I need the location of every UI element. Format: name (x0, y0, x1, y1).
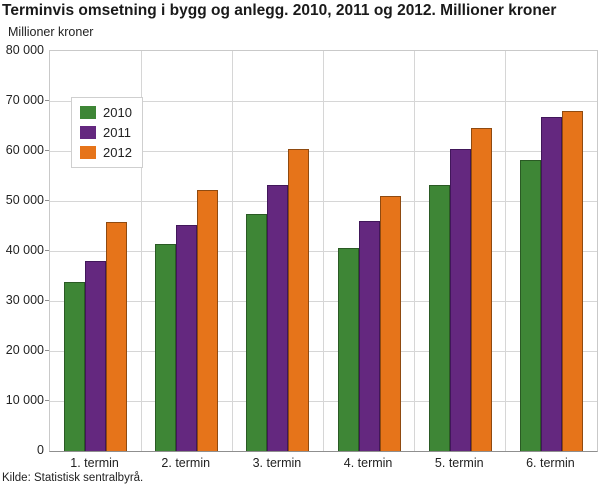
y-tick-mark (45, 150, 49, 151)
legend-swatch-icon (80, 146, 96, 159)
legend-swatch-icon (80, 106, 96, 119)
bar-group (506, 51, 597, 451)
bar-2011 (85, 261, 106, 451)
bar-2010 (519, 159, 541, 451)
chart-title: Terminvis omsetning i bygg og anlegg. 20… (2, 2, 557, 19)
legend-item-2010: 2010 (80, 106, 132, 119)
bar-2010 (337, 248, 359, 451)
legend-item-2011: 2011 (80, 126, 132, 139)
y-tick-label: 80 000 (5, 43, 44, 57)
y-tick-label: 20 000 (5, 343, 44, 357)
x-gridline (505, 51, 507, 451)
x-gridline (414, 51, 416, 451)
bar-group (324, 51, 415, 451)
x-gridline (231, 51, 233, 451)
y-tick-label: 50 000 (5, 193, 44, 207)
x-tick-label: 2. termin (161, 456, 211, 470)
x-gridline (323, 51, 324, 451)
y-tick-label: 70 000 (5, 93, 44, 107)
x-tick-label: 6. termin (526, 456, 575, 470)
x-tick-label: 4. termin (343, 456, 393, 470)
y-tick-label: 30 000 (5, 293, 44, 307)
bar-group (232, 51, 323, 451)
bar-group (50, 51, 141, 451)
legend-label: 2012 (103, 145, 132, 160)
bar-2010 (246, 214, 268, 451)
bar-2010 (155, 244, 177, 451)
legend-label: 2010 (103, 105, 132, 120)
bar-2012 (106, 221, 127, 451)
y-tick-label: 40 000 (5, 243, 44, 257)
plot-area (49, 50, 598, 452)
bar-group (415, 51, 506, 451)
bar-2011 (540, 117, 562, 451)
bar-2012 (561, 111, 583, 451)
bar-2012 (379, 195, 401, 451)
bar-2012 (197, 189, 219, 451)
y-tick-mark (45, 300, 49, 301)
x-tick-label: 1. termin (70, 456, 119, 470)
bar-2011 (267, 184, 289, 451)
legend-swatch-icon (80, 126, 96, 139)
y-tick-mark (45, 100, 49, 101)
bar-2012 (288, 149, 310, 451)
y-tick-label: 60 000 (5, 143, 44, 157)
y-axis-unit-label: Millioner kroner (8, 25, 94, 39)
x-tick-label: 5. termin (434, 456, 484, 470)
bar-2011 (358, 221, 380, 451)
bar-2010 (428, 185, 450, 451)
legend: 2010 2011 2012 (71, 97, 143, 168)
legend-label: 2011 (103, 125, 131, 140)
bar-2011 (176, 225, 198, 451)
y-tick-mark (45, 250, 49, 251)
y-tick-mark (45, 400, 49, 401)
source-note: Kilde: Statistisk sentralbyrå. (2, 472, 144, 484)
bar-2011 (449, 149, 471, 451)
y-tick-label: 0 (37, 443, 44, 457)
bar-2012 (470, 128, 492, 451)
x-gridline (140, 51, 142, 451)
bar-2010 (64, 281, 85, 451)
y-tick-label: 10 000 (5, 393, 44, 407)
y-tick-mark (45, 350, 49, 351)
bar-group (141, 51, 232, 451)
x-tick-label: 3. termin (252, 456, 302, 470)
y-tick-mark (45, 200, 49, 201)
legend-item-2012: 2012 (80, 146, 132, 159)
